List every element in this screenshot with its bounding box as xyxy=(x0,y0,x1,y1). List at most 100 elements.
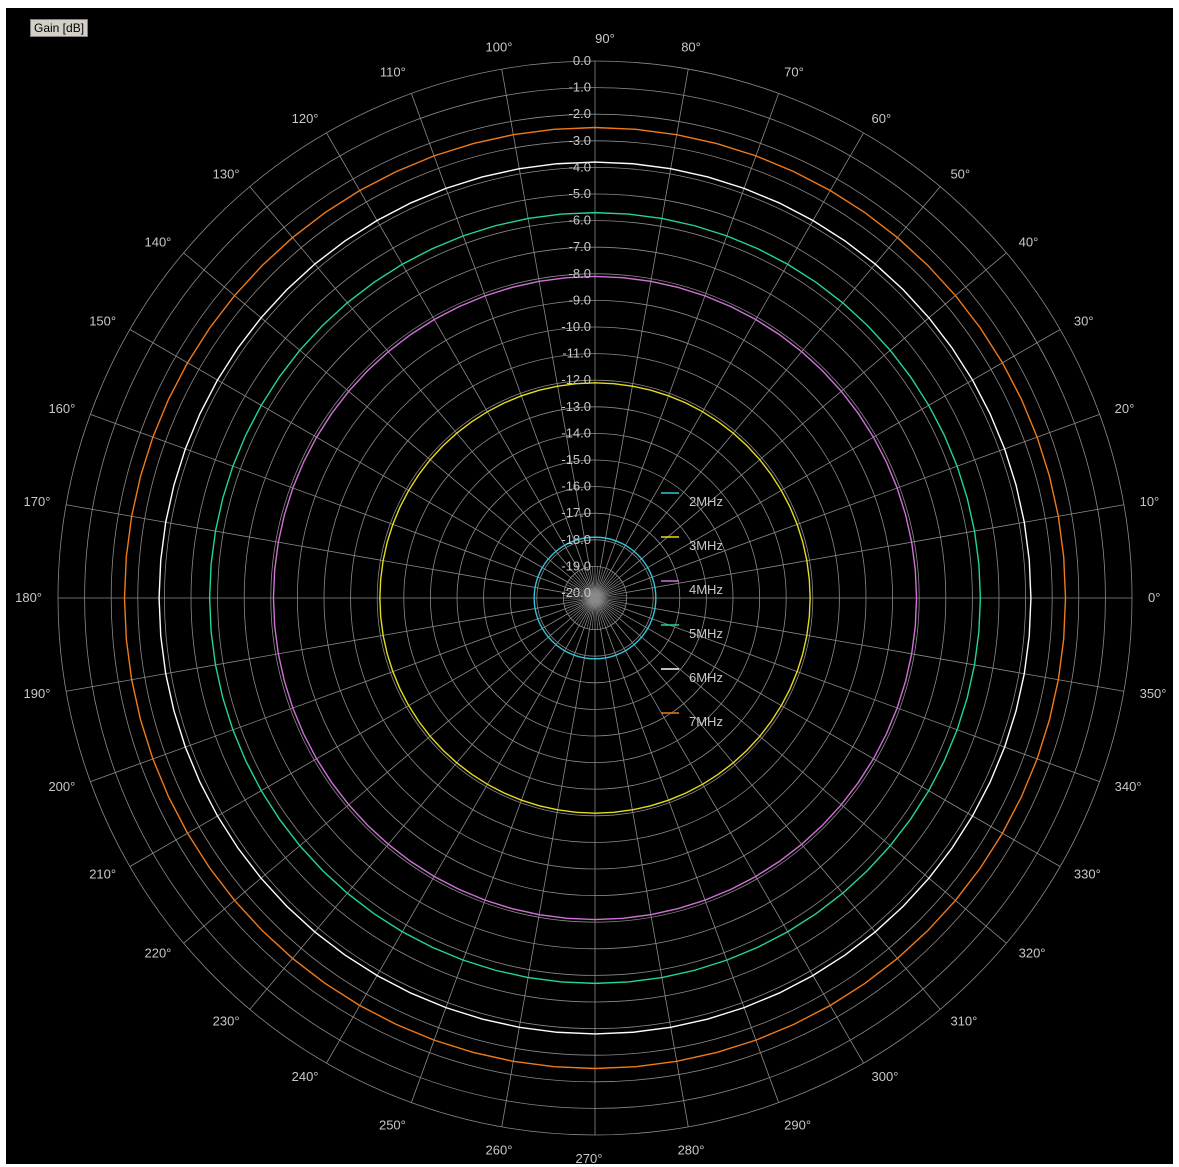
radial-tick-label: -5.0 xyxy=(569,186,591,201)
angle-tick-label: 270° xyxy=(576,1151,603,1166)
grid-spoke xyxy=(594,413,1100,599)
grid-spoke xyxy=(594,329,1061,599)
grid-hub-spoke xyxy=(564,597,596,607)
grid-spoke xyxy=(594,597,941,1010)
grid-spoke xyxy=(129,597,596,867)
grid-spoke xyxy=(594,132,864,599)
angle-tick-label: 280° xyxy=(678,1143,705,1158)
radial-tick-label: -11.0 xyxy=(562,346,591,361)
chart-frame xyxy=(6,6,1173,1164)
grid-spoke xyxy=(594,597,1124,692)
radial-tick-label: -19.0 xyxy=(561,558,591,573)
radial-tick-label: -16.0 xyxy=(561,479,591,494)
angle-tick-label: 330° xyxy=(1074,867,1101,882)
angle-tick-label: 230° xyxy=(213,1014,240,1029)
angle-tick-label: 240° xyxy=(292,1069,319,1084)
angle-tick-label: 160° xyxy=(48,401,75,416)
polar-grid xyxy=(57,60,1133,1136)
angle-tick-label: 290° xyxy=(784,1118,811,1133)
grid-spoke xyxy=(501,69,596,599)
angle-tick-label: 80° xyxy=(681,39,701,54)
radial-tick-label: -15.0 xyxy=(561,452,591,467)
radial-tick-label: -7.0 xyxy=(569,239,591,254)
grid-spoke xyxy=(594,597,1100,783)
grid-spoke xyxy=(594,597,1007,944)
angle-tick-label: 180° xyxy=(15,590,42,605)
grid-hub-spoke xyxy=(594,594,627,599)
grid-spoke xyxy=(410,597,596,1103)
grid-hub-spoke xyxy=(594,597,622,617)
grid-spoke xyxy=(249,186,596,599)
radial-tick-labels: 0.0 -1.0 -2.0 -3.0 -4.0 -5.0 -6.0 -7.0 -8.0 -9.0 -… xyxy=(561,53,591,600)
grid-spoke xyxy=(326,132,596,599)
radial-tick-label: -10.0 xyxy=(561,319,591,334)
angle-tick-label: 300° xyxy=(872,1069,899,1084)
grid-spoke xyxy=(594,252,1007,599)
grid-hub-spoke xyxy=(594,597,624,612)
grid-hub-spoke xyxy=(594,597,626,607)
grid-spoke xyxy=(594,597,864,1064)
grid-hub-spoke xyxy=(591,597,596,630)
grid-hub-spoke xyxy=(594,566,599,599)
angle-tick-label: 110° xyxy=(380,64,406,79)
angle-tick-label: 120° xyxy=(292,111,319,126)
angle-tick-label: 60° xyxy=(872,111,892,126)
grid-hub-spoke xyxy=(586,567,596,599)
angle-tick-label: 190° xyxy=(24,686,51,701)
grid-hub-spoke xyxy=(576,571,596,599)
grid-hub-spoke xyxy=(594,597,627,602)
angle-tick-label: 70° xyxy=(784,64,804,79)
grid-hub-spoke xyxy=(594,575,618,599)
angle-tick-label: 140° xyxy=(144,235,171,250)
grid-hub-spoke xyxy=(572,575,596,599)
grid-hub-spoke xyxy=(564,589,596,599)
top-border xyxy=(6,6,1173,8)
grid-hub-spoke xyxy=(594,584,624,599)
radial-tick-label: -6.0 xyxy=(569,213,591,228)
grid-hub-spoke xyxy=(594,597,609,627)
radial-tick-label: -12.0 xyxy=(561,372,591,387)
grid-spoke xyxy=(594,597,780,1103)
grid-spoke xyxy=(183,597,596,944)
angle-tick-label: 150° xyxy=(89,314,116,329)
grid-hub-spoke xyxy=(594,579,622,599)
grid-hub-spoke xyxy=(594,589,626,599)
grid-spoke xyxy=(66,597,596,692)
angle-tick-label: 20° xyxy=(1115,401,1135,416)
angle-tick-label: 210° xyxy=(89,867,116,882)
grid-hub-spoke xyxy=(594,597,614,625)
grid-hub-spoke xyxy=(576,597,596,625)
grid-hub-spoke xyxy=(572,597,596,621)
grid-hub-spoke xyxy=(581,597,596,627)
gain-axis-badge: Gain [dB] xyxy=(30,19,89,37)
legend: 2MHz 3MHz 4MHz 5MHz 6MHz 7MHz xyxy=(661,492,723,729)
legend-label: 4MHz xyxy=(689,582,723,597)
angle-tick-label: 170° xyxy=(24,494,51,509)
grid-spoke xyxy=(501,597,596,1127)
radial-tick-label: -4.0 xyxy=(569,159,591,174)
grid-hub-spoke xyxy=(563,597,596,602)
legend-label: 6MHz xyxy=(689,670,723,685)
legend-label: 2MHz xyxy=(689,494,723,509)
radial-tick-label: 0.0 xyxy=(573,53,591,68)
angle-tick-label: 200° xyxy=(48,779,75,794)
grid-spoke xyxy=(326,597,596,1064)
grid-spoke xyxy=(66,504,596,599)
angle-tick-label: 260° xyxy=(486,1143,513,1158)
angle-tick-label: 250° xyxy=(379,1118,406,1133)
grid-spoke xyxy=(594,186,941,599)
series-4MHz xyxy=(272,275,918,921)
angle-tick-label: 350° xyxy=(1140,686,1167,701)
grid-hub-spoke xyxy=(594,597,618,621)
angle-tick-label: 0° xyxy=(1148,590,1160,605)
series-layer xyxy=(123,126,1067,1070)
angle-tick-label: 320° xyxy=(1019,945,1046,960)
grid-hub-spoke xyxy=(566,597,596,612)
legend-label: 5MHz xyxy=(689,626,723,641)
angle-tick-label: 90° xyxy=(595,31,615,46)
angle-tick-label: 10° xyxy=(1140,494,1160,509)
radial-tick-label: -3.0 xyxy=(569,133,591,148)
series-2MHz xyxy=(533,536,657,660)
grid-hub-spoke xyxy=(594,571,614,599)
